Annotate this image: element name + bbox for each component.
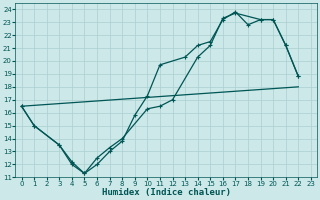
X-axis label: Humidex (Indice chaleur): Humidex (Indice chaleur) <box>102 188 231 197</box>
